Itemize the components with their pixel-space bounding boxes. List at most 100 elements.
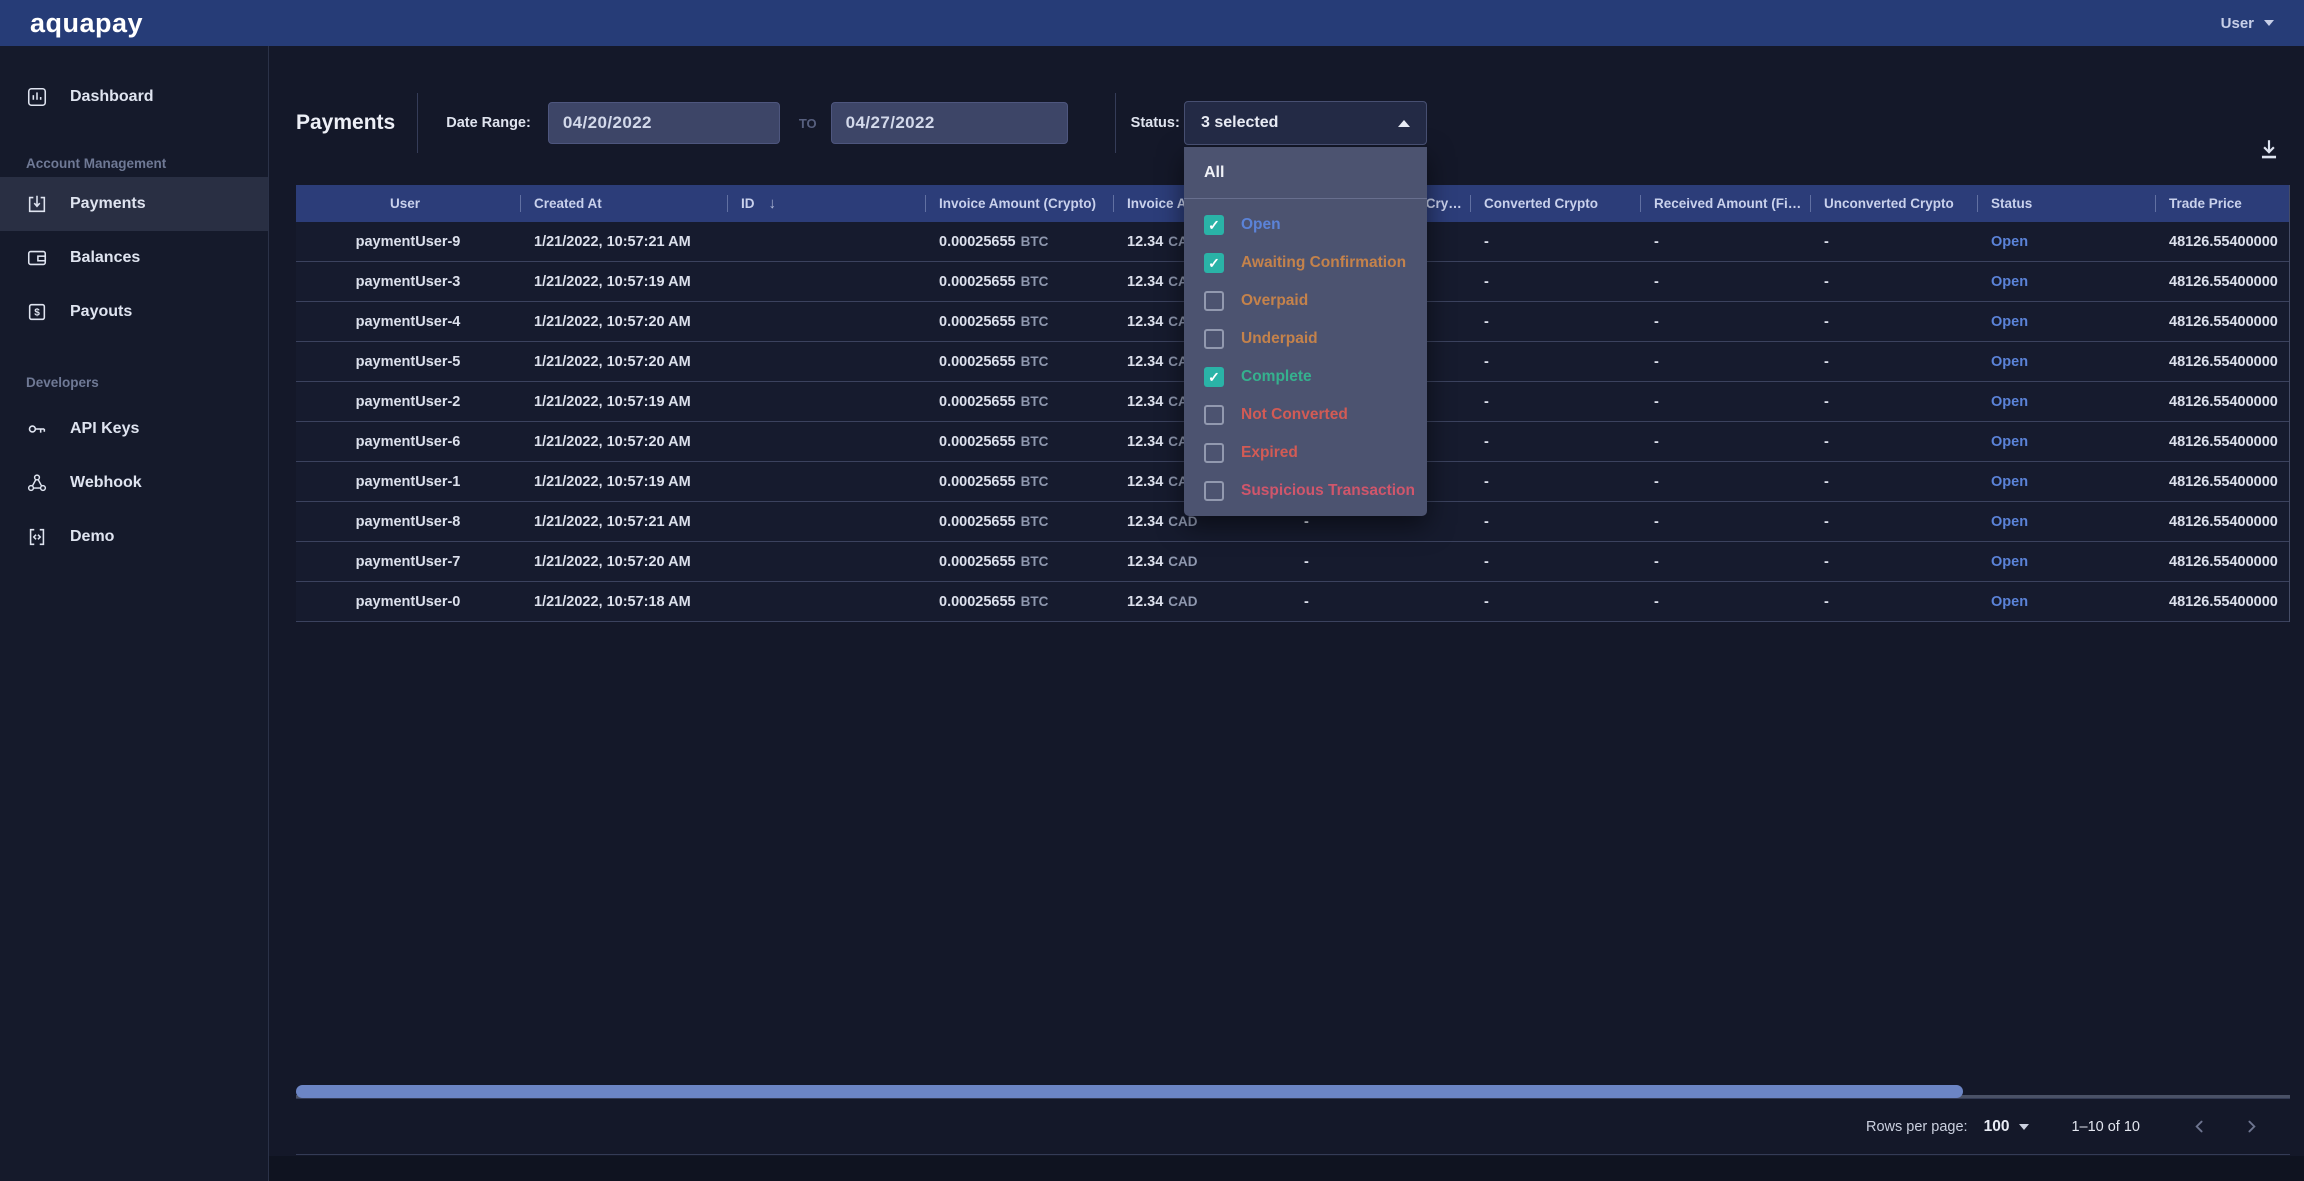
cell-user: paymentUser-0 (355, 593, 461, 610)
status-option-awaiting-confirmation[interactable]: ✓ Awaiting Confirmation (1184, 244, 1427, 282)
sidebar-item-label: API Keys (70, 420, 140, 437)
table-row[interactable]: paymentUser-7 1/21/2022, 10:57:20 AM 0.0… (296, 542, 2289, 582)
sidebar-item-payments[interactable]: Payments (0, 177, 268, 231)
cell-id (727, 302, 925, 341)
sort-desc-icon: ↓ (768, 195, 777, 212)
status-option-underpaid[interactable]: Underpaid (1184, 320, 1427, 358)
user-menu[interactable]: User (2221, 15, 2274, 32)
cell-user: paymentUser-4 (355, 313, 461, 330)
cell-id (727, 422, 925, 461)
divider (417, 93, 419, 153)
cell-trade-price: 48126.55400000 (2169, 553, 2278, 570)
status-open-link[interactable]: Open (1991, 433, 2029, 450)
checkbox-checked-icon[interactable]: ✓ (1204, 367, 1224, 387)
status-open-link[interactable]: Open (1991, 553, 2029, 570)
column-header-user[interactable]: User (389, 196, 421, 211)
previous-page-button[interactable] (2184, 1112, 2214, 1142)
cell-created-at: 1/21/2022, 10:57:20 AM (534, 313, 691, 330)
status-option-complete[interactable]: ✓ Complete (1184, 358, 1427, 396)
cell-created-at: 1/21/2022, 10:57:19 AM (534, 393, 691, 410)
column-header-invoice-amount-crypto[interactable]: Invoice Amount (Crypto) (925, 185, 1113, 222)
cell-status: Open (1977, 582, 2155, 621)
checkbox-unchecked-icon[interactable] (1204, 405, 1224, 425)
status-option-suspicious-transaction[interactable]: Suspicious Transaction (1184, 472, 1427, 510)
sidebar-item-webhook[interactable]: Webhook (0, 456, 268, 510)
app-logo: aquapay (30, 7, 144, 38)
sidebar-item-payouts[interactable]: $ Payouts (0, 285, 268, 339)
cell-status: Open (1977, 342, 2155, 381)
column-header-received-amount-fiat[interactable]: Received Amount (Fiat) (1640, 185, 1810, 222)
filter-bar: Payments Date Range: TO Status: (296, 93, 1180, 153)
cell-unconverted-crypto: - (1824, 593, 1829, 610)
sidebar-section-account-management: Account Management (26, 156, 167, 171)
status-filter-dropdown[interactable]: 3 selected (1184, 101, 1427, 145)
cell-status: Open (1977, 382, 2155, 421)
cell-trade-price: 48126.55400000 (2169, 433, 2278, 450)
checkbox-checked-icon[interactable]: ✓ (1204, 253, 1224, 273)
cell-id (727, 262, 925, 301)
cell-invoice-amount-crypto: 0.00025655 BTC (939, 313, 1049, 330)
column-header-status[interactable]: Status (1977, 185, 2155, 222)
sidebar-item-dashboard[interactable]: Dashboard (0, 70, 268, 124)
checkbox-unchecked-icon[interactable] (1204, 291, 1224, 311)
scrollbar-thumb[interactable] (296, 1085, 1963, 1098)
cell-user: paymentUser-1 (355, 473, 461, 490)
cell-unconverted-crypto: - (1824, 273, 1829, 290)
cell-user: paymentUser-8 (355, 513, 461, 530)
cell-unconverted-crypto: - (1824, 233, 1829, 250)
cell-converted-crypto: - (1484, 233, 1489, 250)
check-icon: ✓ (1208, 255, 1220, 271)
page-title: Payments (296, 111, 396, 134)
status-open-link[interactable]: Open (1991, 473, 2029, 490)
column-header-converted-crypto[interactable]: Converted Crypto (1470, 185, 1640, 222)
date-to-input[interactable] (830, 102, 1068, 144)
status-option-expired[interactable]: Expired (1184, 434, 1427, 472)
cell-converted-crypto: - (1484, 313, 1489, 330)
cell-created-at: 1/21/2022, 10:57:21 AM (534, 233, 691, 250)
status-open-link[interactable]: Open (1991, 593, 2029, 610)
status-open-link[interactable]: Open (1991, 273, 2029, 290)
status-option-all[interactable]: All (1184, 147, 1427, 199)
column-header-trade-price[interactable]: Trade Price (2155, 185, 2289, 222)
table-row[interactable]: paymentUser-0 1/21/2022, 10:57:18 AM 0.0… (296, 582, 2289, 622)
svg-text:$: $ (34, 308, 40, 319)
checkbox-unchecked-icon[interactable] (1204, 329, 1224, 349)
status-option-not-converted[interactable]: Not Converted (1184, 396, 1427, 434)
chevron-right-icon (2247, 1120, 2256, 1133)
checkbox-checked-icon[interactable]: ✓ (1204, 215, 1224, 235)
column-header-id[interactable]: ID ↓ (727, 185, 925, 222)
column-header-created-at[interactable]: Created At (520, 185, 727, 222)
checkbox-unchecked-icon[interactable] (1204, 443, 1224, 463)
column-header-unconverted-crypto[interactable]: Unconverted Crypto (1810, 185, 1977, 222)
cell-created-at: 1/21/2022, 10:57:20 AM (534, 353, 691, 370)
cell-converted-crypto: - (1484, 353, 1489, 370)
status-filter-menu: All ✓ Open ✓ Awaiting Confirmation Overp… (1184, 147, 1427, 516)
cell-received-amount-fiat: - (1654, 353, 1659, 370)
status-open-link[interactable]: Open (1991, 313, 2029, 330)
rows-per-page-select[interactable]: 100 (1984, 1118, 2030, 1136)
status-open-link[interactable]: Open (1991, 513, 2029, 530)
checkbox-unchecked-icon[interactable] (1204, 481, 1224, 501)
cell-trade-price: 48126.55400000 (2169, 353, 2278, 370)
cell-converted-crypto: - (1484, 433, 1489, 450)
status-open-link[interactable]: Open (1991, 233, 2029, 250)
chevron-down-icon (2019, 1123, 2030, 1130)
sidebar-item-demo[interactable]: Demo (0, 510, 268, 564)
sidebar-item-balances[interactable]: Balances (0, 231, 268, 285)
date-from-input[interactable] (547, 102, 780, 144)
next-page-button[interactable] (2236, 1112, 2266, 1142)
cell-converted-crypto: - (1484, 393, 1489, 410)
status-option-open[interactable]: ✓ Open (1184, 206, 1427, 244)
export-button[interactable] (2247, 128, 2291, 172)
status-option-overpaid[interactable]: Overpaid (1184, 282, 1427, 320)
sidebar-section-developers: Developers (26, 375, 99, 390)
status-open-link[interactable]: Open (1991, 353, 2029, 370)
cell-invoice-amount-fiat: 12.34 CAD (1127, 593, 1198, 610)
column-header-invoice-amount-fiat[interactable]: Invoice Amount (Fiat) (1113, 185, 1290, 222)
cell-created-at: 1/21/2022, 10:57:20 AM (534, 433, 691, 450)
cell-received-amount-fiat: - (1654, 273, 1659, 290)
sidebar-item-api-keys[interactable]: API Keys (0, 402, 268, 456)
cell-converted-crypto: - (1484, 593, 1489, 610)
status-open-link[interactable]: Open (1991, 393, 2029, 410)
cell-unconverted-crypto: - (1824, 433, 1829, 450)
